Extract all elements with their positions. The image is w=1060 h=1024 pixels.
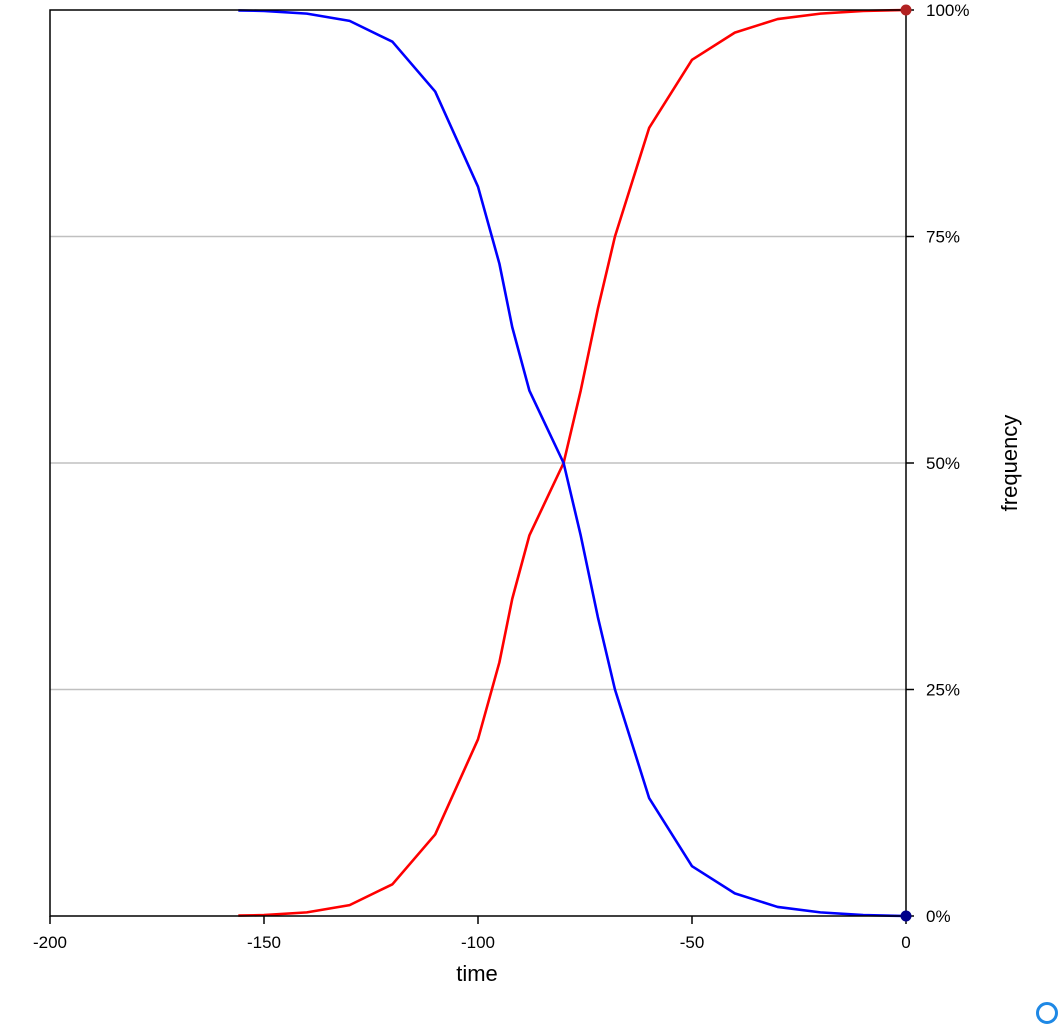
y-axis-title: frequency [997,415,1022,512]
grid-lines [50,235,906,691]
y-tick-label-2: 50% [926,454,960,473]
y-axis: 0% 25% 50% 75% 100% [906,1,969,926]
x-axis-title: time [456,961,498,986]
x-tick-label-4: 0 [901,933,910,952]
corner-circle-icon[interactable] [1036,1002,1058,1024]
end-marker-0 [900,4,912,16]
end-marker-1 [900,910,912,922]
y-tick-label-0: 0% [926,907,951,926]
series-line-1 [238,9,907,918]
series-lines [238,8,907,918]
x-tick-label-1: -150 [247,933,281,952]
x-tick-label-2: -100 [461,933,495,952]
end-markers [900,4,912,922]
y-tick-label-3: 75% [926,228,960,247]
y-tick-label-1: 25% [926,681,960,700]
x-tick-label-0: -200 [33,933,67,952]
x-axis: -200 -150 -100 -50 0 [33,916,911,952]
x-tick-label-3: -50 [680,933,705,952]
y-tick-label-4: 100% [926,1,969,20]
